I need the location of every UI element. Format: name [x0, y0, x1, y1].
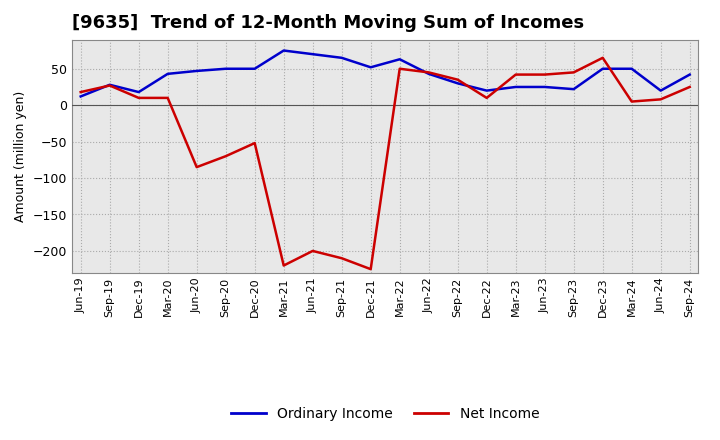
Net Income: [338, 256, 346, 261]
Line: Ordinary Income: Ordinary Income: [81, 51, 690, 96]
Net Income: [251, 140, 259, 146]
Net Income: [163, 95, 172, 100]
Ordinary Income: [685, 72, 694, 77]
Ordinary Income: [570, 87, 578, 92]
Net Income: [482, 95, 491, 100]
Net Income: [76, 89, 85, 95]
Net Income: [279, 263, 288, 268]
Ordinary Income: [105, 82, 114, 88]
Ordinary Income: [366, 65, 375, 70]
Ordinary Income: [541, 84, 549, 90]
Ordinary Income: [251, 66, 259, 71]
Ordinary Income: [482, 88, 491, 93]
Ordinary Income: [221, 66, 230, 71]
Ordinary Income: [135, 89, 143, 95]
Ordinary Income: [657, 88, 665, 93]
Ordinary Income: [454, 81, 462, 86]
Net Income: [598, 55, 607, 60]
Net Income: [105, 83, 114, 88]
Ordinary Income: [395, 57, 404, 62]
Ordinary Income: [279, 48, 288, 53]
Ordinary Income: [192, 68, 201, 73]
Y-axis label: Amount (million yen): Amount (million yen): [14, 91, 27, 222]
Net Income: [192, 165, 201, 170]
Net Income: [570, 70, 578, 75]
Net Income: [541, 72, 549, 77]
Net Income: [511, 72, 520, 77]
Net Income: [395, 66, 404, 71]
Line: Net Income: Net Income: [81, 58, 690, 269]
Text: [9635]  Trend of 12-Month Moving Sum of Incomes: [9635] Trend of 12-Month Moving Sum of I…: [72, 15, 584, 33]
Ordinary Income: [511, 84, 520, 90]
Net Income: [454, 77, 462, 82]
Net Income: [685, 84, 694, 90]
Ordinary Income: [308, 51, 317, 57]
Ordinary Income: [598, 66, 607, 71]
Net Income: [221, 154, 230, 159]
Ordinary Income: [163, 71, 172, 77]
Net Income: [135, 95, 143, 100]
Ordinary Income: [76, 94, 85, 99]
Net Income: [366, 267, 375, 272]
Ordinary Income: [338, 55, 346, 60]
Net Income: [308, 248, 317, 253]
Net Income: [627, 99, 636, 104]
Legend: Ordinary Income, Net Income: Ordinary Income, Net Income: [225, 401, 545, 426]
Net Income: [657, 97, 665, 102]
Ordinary Income: [424, 71, 433, 77]
Ordinary Income: [627, 66, 636, 71]
Net Income: [424, 70, 433, 75]
